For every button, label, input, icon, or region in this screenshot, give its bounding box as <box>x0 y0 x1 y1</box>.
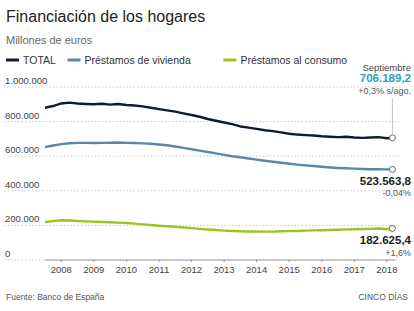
legend-swatch <box>223 59 236 62</box>
y-tick-label: 600.000 <box>5 144 39 155</box>
x-tick-label: 2015 <box>279 264 300 275</box>
grid-line <box>4 87 400 88</box>
y-tick-label: 0 <box>5 248 10 259</box>
x-tick-label: 2011 <box>149 264 169 275</box>
x-tick <box>289 260 290 262</box>
title: Financiación de los hogares <box>6 8 205 25</box>
x-axis <box>45 260 395 261</box>
x-tick-label: 2012 <box>181 264 202 275</box>
x-tick <box>354 260 355 262</box>
legend-label: TOTAL <box>23 54 56 66</box>
x-tick <box>93 260 94 262</box>
legend-label: Préstamos de vivienda <box>85 54 191 66</box>
x-tick <box>256 260 257 262</box>
end-change-label: +0,3% s/ago. <box>358 86 411 96</box>
connector <box>392 98 393 135</box>
legend: TOTAL Préstamos de vivienda Préstamos al c… <box>6 54 347 66</box>
y-tick-label: 800.000 <box>5 110 39 121</box>
legend-label: Préstamos al consumo <box>240 54 347 66</box>
grid-line <box>4 156 400 157</box>
end-change-label: +1,6% <box>385 248 411 258</box>
legend-swatch <box>68 59 81 62</box>
end-value-label: 523.563,8 <box>360 175 412 187</box>
x-tick <box>321 260 322 262</box>
series-line <box>45 143 392 170</box>
source: Fuente: Banco de España <box>6 292 105 302</box>
x-tick-label: 2013 <box>213 264 234 275</box>
legend-swatch <box>6 59 19 62</box>
series-line <box>45 220 392 231</box>
end-marker <box>389 166 395 172</box>
x-tick-label: 2017 <box>344 264 365 275</box>
credit: CINCO DÍAS <box>358 292 408 302</box>
series-line <box>45 103 392 139</box>
end-value-label: 706.189,2 <box>360 72 411 84</box>
grid-line <box>4 260 400 261</box>
grid-line <box>4 190 400 191</box>
x-tick-label: 2009 <box>83 264 104 275</box>
x-tick <box>224 260 225 262</box>
end-marker <box>389 135 395 141</box>
y-tick-label: 400.000 <box>5 179 39 190</box>
x-tick-label: 2014 <box>246 264 267 275</box>
x-tick-label: 2010 <box>116 264 137 275</box>
x-tick <box>191 260 192 262</box>
subtitle: Millones de euros <box>6 34 93 46</box>
plot-area <box>45 103 392 232</box>
x-tick <box>158 260 159 262</box>
x-tick-label: 2016 <box>311 264 332 275</box>
grid-line <box>4 121 400 122</box>
y-tick-label: 200.000 <box>5 213 39 224</box>
annotation: Septiembre <box>362 62 411 73</box>
x-tick <box>61 260 62 262</box>
page: {"chart_data": { "type": "line", "title"… <box>0 0 414 311</box>
x-tick-label: 2018 <box>376 264 397 275</box>
x-tick <box>126 260 127 262</box>
chart: Financiación de los hogares Millones de e… <box>0 0 414 311</box>
end-value-label: 182.625,4 <box>360 234 412 246</box>
grid-line <box>4 225 400 226</box>
x-tick <box>386 260 387 262</box>
end-marker <box>389 225 395 231</box>
x-tick-label: 2008 <box>51 264 72 275</box>
y-tick-label: 1.000.000 <box>5 75 47 86</box>
end-change-label: -0,04% <box>382 188 411 198</box>
